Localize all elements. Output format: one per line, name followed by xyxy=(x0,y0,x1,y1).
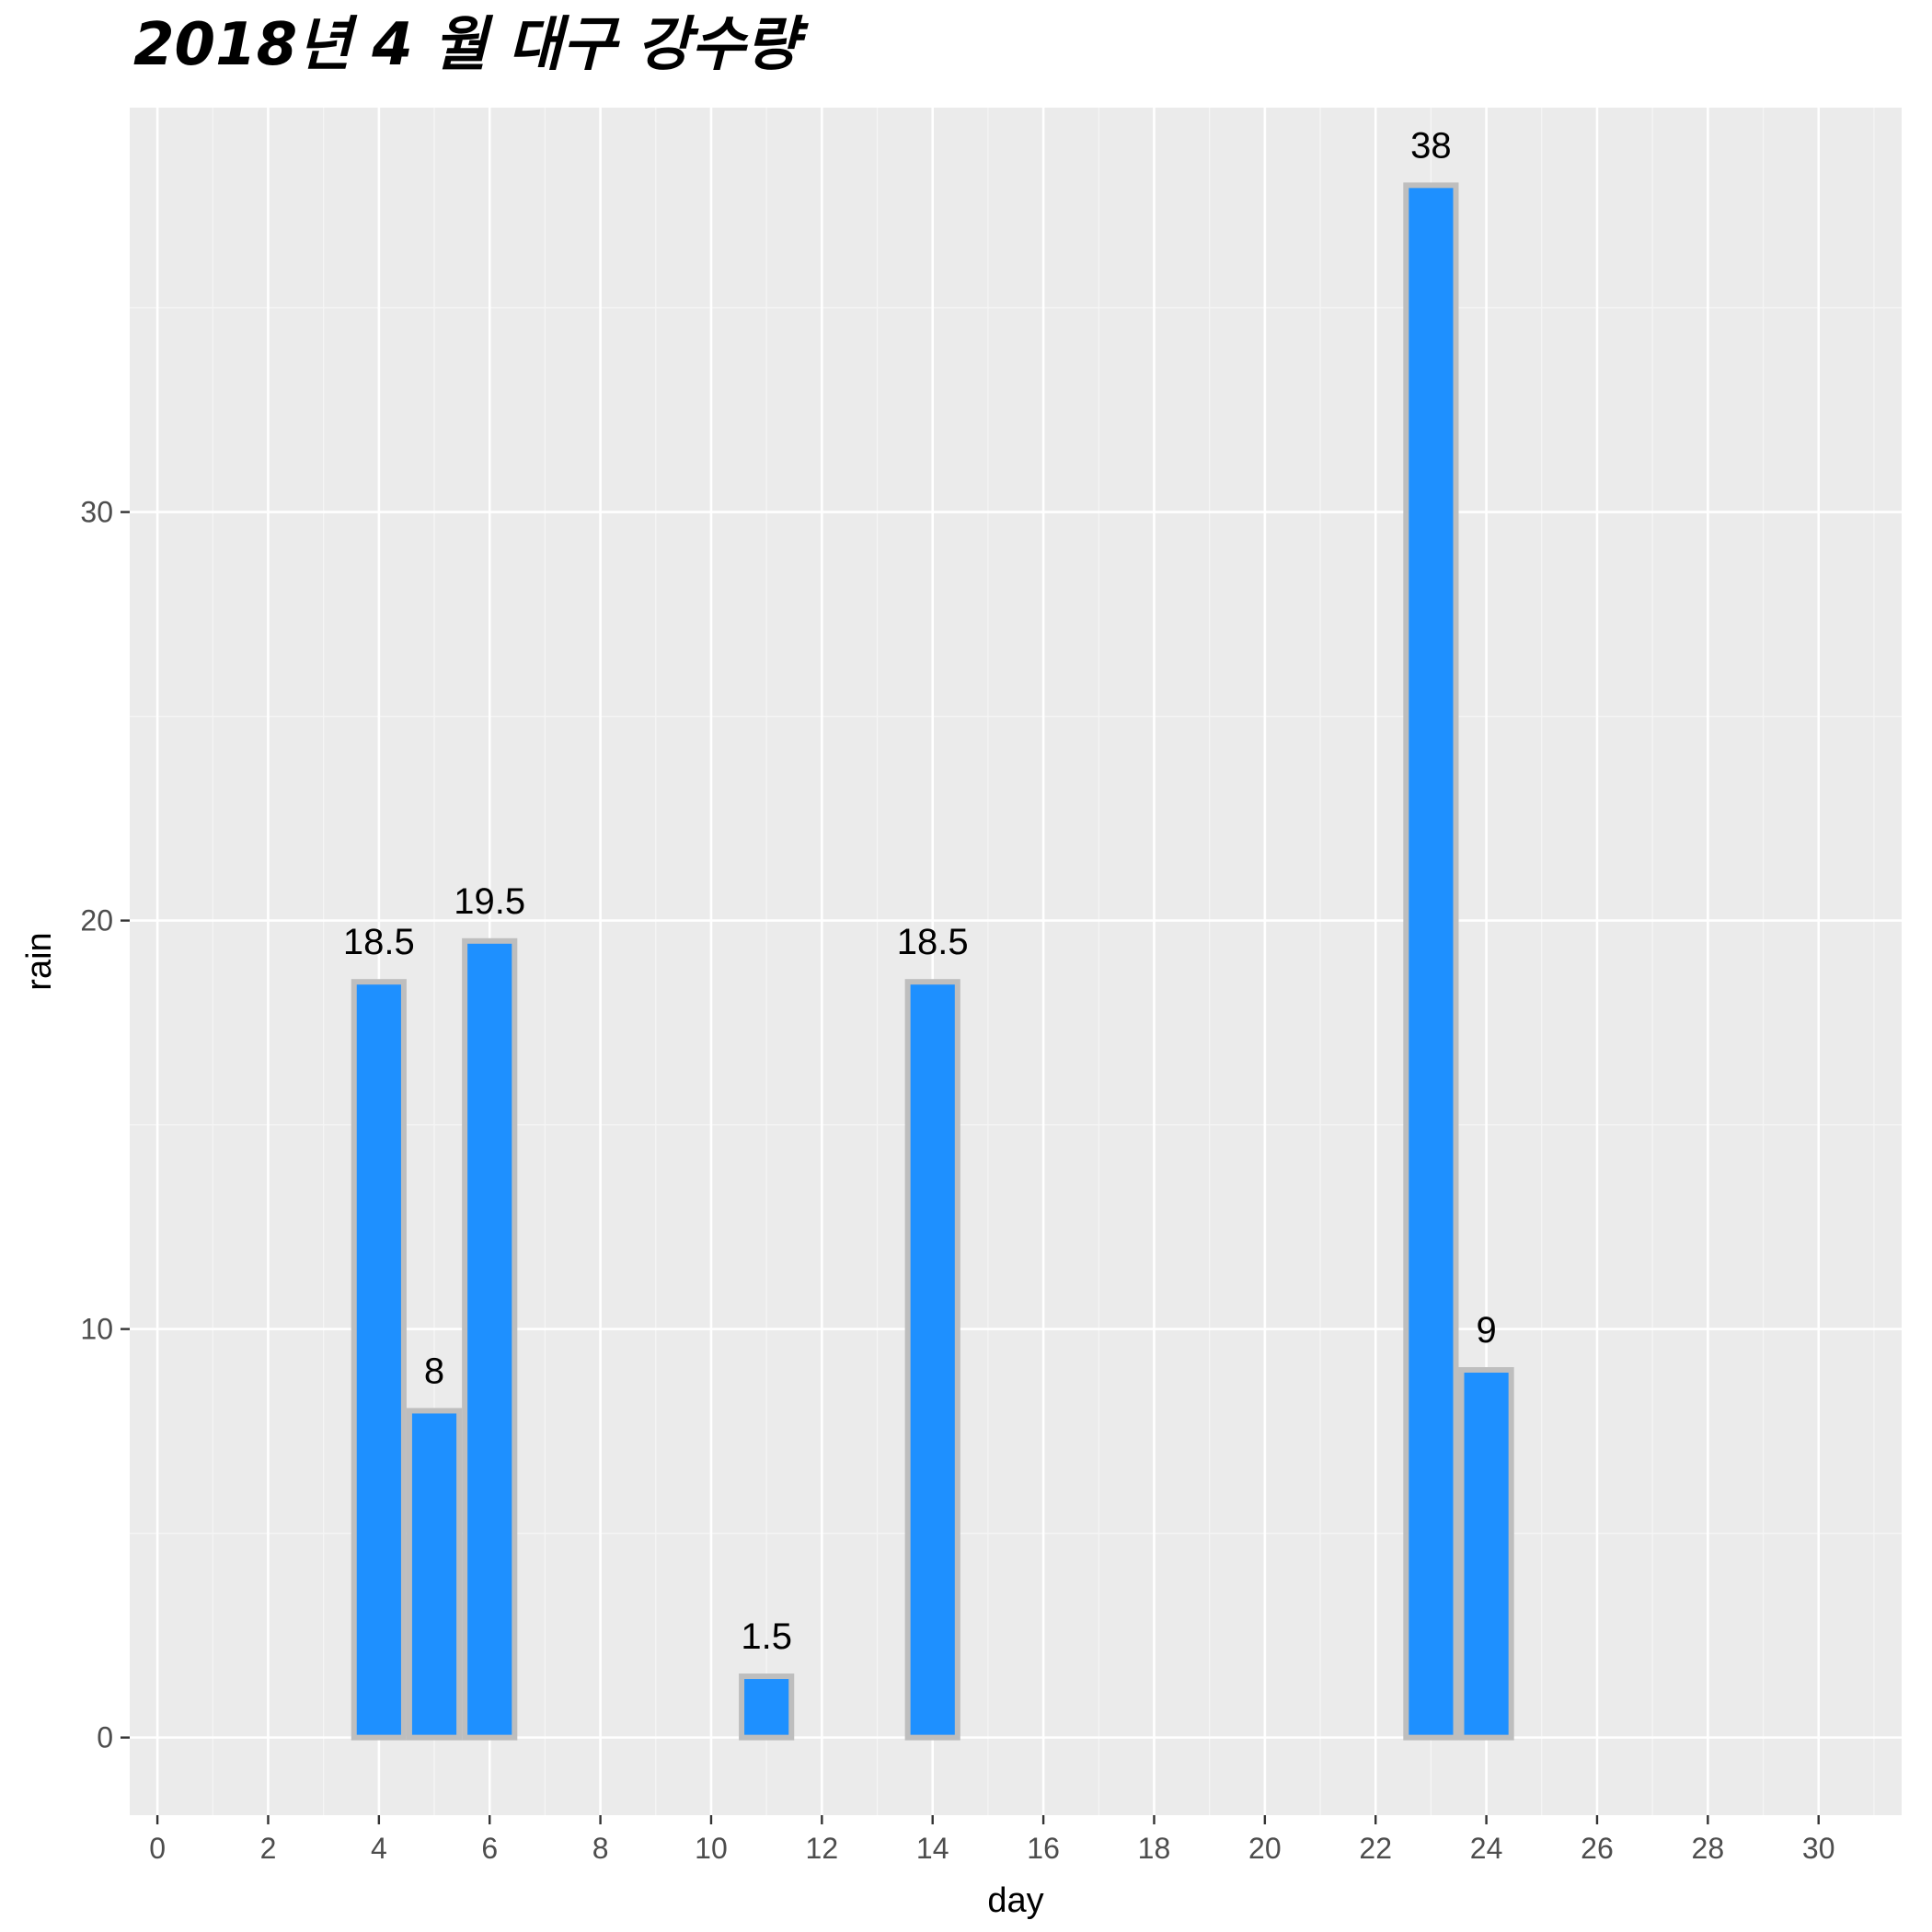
y-tick-label: 20 xyxy=(80,904,113,937)
x-tick-label: 28 xyxy=(1692,1832,1725,1865)
x-tick-label: 8 xyxy=(592,1832,609,1865)
data-label: 38 xyxy=(1410,125,1452,166)
x-tick-label: 26 xyxy=(1581,1832,1614,1865)
y-axis: 0 10 20 30 xyxy=(80,496,130,1754)
x-tick-label: 10 xyxy=(695,1832,728,1865)
data-labels-group: 18.5 8 19.5 1.5 18.5 38 9 xyxy=(343,125,1497,1657)
data-label: 9 xyxy=(1476,1310,1496,1351)
x-tick-label: 4 xyxy=(371,1832,387,1865)
x-tick-label: 14 xyxy=(916,1832,949,1865)
minor-gridlines xyxy=(130,108,1902,1815)
bar xyxy=(904,979,960,1741)
bars-group xyxy=(351,182,1514,1741)
data-label: 8 xyxy=(424,1351,444,1391)
x-tick-label: 18 xyxy=(1138,1832,1171,1865)
x-tick-label: 22 xyxy=(1359,1832,1392,1865)
x-tick-label: 2 xyxy=(260,1832,277,1865)
major-gridlines xyxy=(130,108,1902,1815)
bar xyxy=(351,979,407,1741)
y-tick-label: 0 xyxy=(97,1721,113,1754)
x-tick-label: 12 xyxy=(806,1832,839,1865)
y-axis-title: rain xyxy=(20,932,59,990)
chart-title: 2018년 4 월 대구 강수량 xyxy=(133,11,809,79)
bar xyxy=(406,1408,463,1741)
data-label: 18.5 xyxy=(897,922,969,962)
x-tick-label: 30 xyxy=(1802,1832,1835,1865)
x-axis: 0 2 4 6 8 10 12 14 16 18 20 22 24 26 28 30 xyxy=(149,1815,1835,1865)
data-label: 19.5 xyxy=(454,881,525,922)
bar xyxy=(739,1673,795,1741)
y-tick-label: 10 xyxy=(80,1313,113,1346)
data-label: 1.5 xyxy=(741,1616,792,1657)
bar xyxy=(462,937,518,1741)
x-tick-label: 16 xyxy=(1027,1832,1060,1865)
data-label: 18.5 xyxy=(343,922,415,962)
x-axis-title: day xyxy=(987,1881,1043,1920)
y-tick-label: 30 xyxy=(80,496,113,529)
bar xyxy=(1403,182,1459,1741)
x-tick-label: 20 xyxy=(1248,1832,1282,1865)
x-tick-label: 24 xyxy=(1470,1832,1503,1865)
bar xyxy=(1458,1367,1514,1741)
x-tick-label: 0 xyxy=(149,1832,166,1865)
x-tick-label: 6 xyxy=(481,1832,498,1865)
